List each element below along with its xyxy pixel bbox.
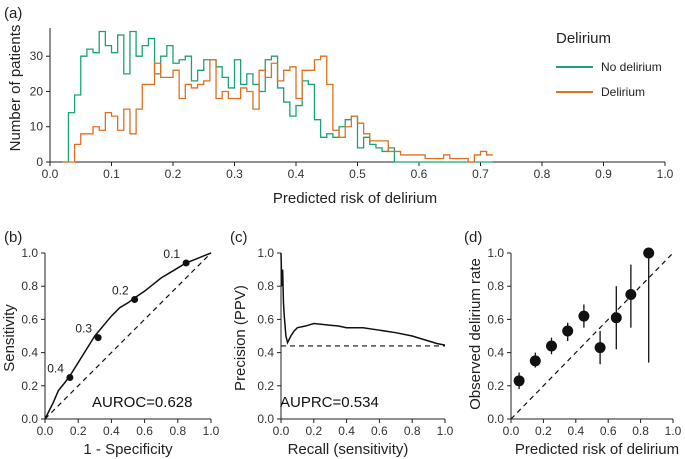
roc-x-label: 1 - Specificity [83, 441, 173, 458]
pr-x-tick-label: 0.4 [338, 424, 355, 438]
panel-b-label: (b) [4, 229, 22, 246]
calibration-point [546, 340, 557, 352]
pr-x-tick-label: 0.2 [305, 424, 322, 438]
pr-x-tick-label: 0.6 [371, 424, 388, 438]
roc-x-tick-label: 0.8 [169, 424, 186, 438]
histogram-y-tick-label: 10 [30, 120, 44, 134]
calibration-y-tick-label: 1.0 [487, 246, 504, 260]
calibration-y-tick-label: 0.0 [487, 412, 504, 426]
histogram-y-label: Number of patients [7, 25, 24, 152]
roc-curve [44, 252, 212, 420]
histogram-series-delirium [62, 55, 493, 163]
calibration-x-tick-label: 0.6 [600, 424, 617, 438]
calibration-y-tick-label: 0.8 [487, 279, 504, 293]
roc-threshold-label: 0.2 [112, 283, 129, 297]
histogram-x-tick-label: 0.9 [595, 167, 612, 181]
histogram-y-tick-label: 0 [36, 155, 43, 169]
legend-label-no-delirium: No delirium [601, 60, 662, 74]
pr-y-tick-label: 0.8 [257, 279, 274, 293]
calibration-point [513, 375, 525, 387]
pr-panel: Recall (sensitivity) Precision (PPV) AUP… [232, 246, 454, 458]
roc-y-tick-label: 1.0 [21, 246, 38, 260]
roc-threshold-point [66, 374, 74, 381]
calibration-point [625, 289, 637, 300]
pr-y-tick-label: 0.2 [257, 379, 274, 393]
roc-threshold-point [182, 259, 190, 267]
roc-threshold-label: 0.3 [75, 322, 92, 336]
histogram-x-label: Predicted risk of delirium [273, 190, 437, 207]
calibration-y-tick-label: 0.6 [487, 312, 504, 326]
pr-y-tick-label: 0.6 [257, 312, 274, 326]
histogram-x-tick-label: 0.2 [165, 167, 182, 181]
histogram-y-tick-label: 30 [30, 49, 44, 63]
histogram-x-tick-label: 0.4 [288, 167, 305, 181]
roc-y-tick-label: 0.8 [21, 279, 38, 293]
calibration-point [562, 325, 574, 337]
pr-y-tick-label: 0.4 [257, 346, 274, 360]
calibration-point [594, 342, 606, 354]
roc-x-tick-label: 1.0 [203, 424, 220, 438]
roc-threshold-label: 0.4 [47, 362, 64, 376]
histogram-x-tick-label: 0.8 [534, 167, 551, 181]
calibration-point [578, 310, 590, 322]
roc-y-tick-label: 0.2 [21, 379, 38, 393]
roc-y-tick-label: 0.0 [21, 412, 38, 426]
roc-panel: 1 - Specificity Sensitivity AUROC=0.628 … [1, 246, 220, 458]
pr-curve [280, 252, 446, 346]
pr-y-tick-label: 0.0 [257, 412, 274, 426]
calibration-x-tick-label: 0.0 [503, 424, 520, 438]
roc-threshold-point [94, 334, 102, 342]
calibration-diagonal [510, 252, 674, 420]
pr-y-label: Precision (PPV) [232, 285, 249, 391]
roc-x-tick-label: 0.6 [136, 424, 153, 438]
roc-x-tick-label: 0.0 [37, 424, 54, 438]
calibration-point [529, 355, 541, 367]
histogram-x-tick-label: 1.0 [657, 167, 674, 181]
histogram-x-tick-label: 0.5 [349, 167, 366, 181]
histogram-x-tick-label: 0.7 [472, 167, 489, 181]
calibration-point [643, 247, 655, 259]
histogram-x-tick-label: 0.0 [42, 167, 59, 181]
histogram-y-tick-label: 20 [30, 84, 44, 98]
histogram-panel: Predicted risk of delirium Number of pat… [7, 25, 674, 207]
roc-y-label: Sensitivity [1, 304, 18, 372]
roc-threshold-label: 0.1 [163, 247, 180, 261]
panel-c-label: (c) [230, 229, 248, 246]
pr-x-tick-label: 0.0 [273, 424, 290, 438]
pr-x-tick-label: 1.0 [437, 424, 454, 438]
calibration-point [610, 312, 622, 324]
legend-title: Delirium [556, 30, 611, 47]
roc-x-tick-label: 0.4 [103, 424, 120, 438]
legend-label-delirium: Delirium [601, 85, 645, 99]
roc-x-tick-label: 0.2 [70, 424, 87, 438]
roc-y-tick-label: 0.6 [21, 312, 38, 326]
calibration-panel: Predicted risk of delirium Observed deli… [467, 246, 682, 458]
auprc-annotation: AUPRC=0.534 [280, 394, 379, 411]
calibration-x-tick-label: 0.8 [632, 424, 649, 438]
calibration-x-tick-label: 1.0 [665, 424, 682, 438]
calibration-x-label: Predicted risk of delirium [515, 441, 679, 458]
histogram-x-tick-label: 0.1 [103, 167, 120, 181]
roc-chance-diagonal [44, 252, 212, 420]
roc-y-tick-label: 0.4 [21, 346, 38, 360]
auroc-annotation: AUROC=0.628 [92, 394, 192, 411]
roc-threshold-point [131, 295, 139, 303]
panel-a-label: (a) [4, 5, 22, 22]
histogram-x-tick-label: 0.3 [226, 167, 243, 181]
pr-y-tick-label: 1.0 [257, 246, 274, 260]
calibration-y-label: Observed delirium rate [467, 258, 484, 410]
histogram-series-no-delirium [62, 30, 493, 163]
pr-x-label: Recall (sensitivity) [288, 441, 409, 458]
pr-x-tick-label: 0.8 [404, 424, 421, 438]
panel-d-label: (d) [464, 229, 482, 246]
histogram-x-tick-label: 0.6 [411, 167, 428, 181]
calibration-x-tick-label: 0.2 [535, 424, 552, 438]
calibration-x-tick-label: 0.4 [567, 424, 584, 438]
calibration-y-tick-label: 0.4 [487, 346, 504, 360]
calibration-y-tick-label: 0.2 [487, 379, 504, 393]
